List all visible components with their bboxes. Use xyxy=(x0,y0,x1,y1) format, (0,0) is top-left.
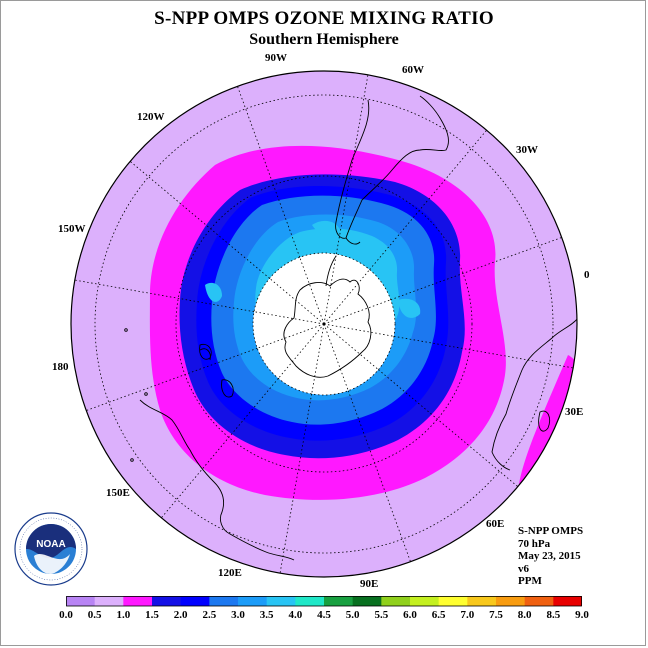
south-america-coast xyxy=(335,95,449,239)
lon-label-60e: 60E xyxy=(486,518,504,530)
lon-label-120w: 120W xyxy=(137,111,165,123)
coastlines xyxy=(124,95,577,561)
map-title: S-NPP OMPS OZONE MIXING RATIO xyxy=(154,8,494,29)
lon-label-30w: 30W xyxy=(516,144,538,156)
colorbar-tick-label: 7.5 xyxy=(489,609,503,621)
info-version: v6 xyxy=(518,562,529,575)
ozone-band-1-0-east xyxy=(518,355,577,490)
info-units: PPM xyxy=(518,575,542,587)
south-pole-marker xyxy=(322,322,326,326)
colorbar-swatch xyxy=(238,596,268,606)
colorbar-tick-label: 0.0 xyxy=(59,609,73,621)
colorbar-swatch xyxy=(438,596,468,606)
colorbar-swatch xyxy=(496,596,526,606)
colorbar-tick-label: 4.0 xyxy=(288,609,303,621)
colorbar-tick-label: 6.5 xyxy=(431,609,446,621)
lon-label-90w: 90W xyxy=(265,52,287,64)
colorbar-swatch xyxy=(209,596,239,606)
colorbar-border xyxy=(66,596,582,607)
colorbar-swatch xyxy=(94,596,124,606)
lon-label-150w: 150W xyxy=(58,223,86,235)
noaa-logo: NOAA xyxy=(14,512,88,586)
colorbar-swatch xyxy=(66,596,96,606)
colorbar-swatch xyxy=(410,596,440,606)
longitude-labels: 0 30W 60W 90W 120W 150W 180 150E 120E 90… xyxy=(52,52,590,590)
colorbar-tick-label: 7.0 xyxy=(460,609,475,621)
colorbar-swatch xyxy=(524,596,554,606)
colorbar-tick-label: 0.5 xyxy=(87,609,102,621)
map-boundary xyxy=(70,70,578,578)
colorbar-swatch xyxy=(352,596,382,606)
colorbar-tick-label: 8.5 xyxy=(546,609,561,621)
colorbar-tick-label: 2.0 xyxy=(173,609,188,621)
colorbar-swatch xyxy=(266,596,296,606)
lon-label-120e: 120E xyxy=(218,567,242,579)
colorbar-tick-label: 3.0 xyxy=(231,609,245,621)
info-date: May 23, 2015 xyxy=(518,550,581,562)
ozone-patch-3-5-c xyxy=(398,298,421,318)
colorbar-tick-label: 1.0 xyxy=(116,609,131,621)
colorbar-tick-label: 4.5 xyxy=(317,609,331,621)
lon-label-0: 0 xyxy=(584,269,590,281)
polar-stereographic-map: 0 30W 60W 90W 120W 150W 180 150E 120E 90… xyxy=(52,52,590,590)
madagascar-coast xyxy=(538,410,551,432)
colorbar-swatch xyxy=(467,596,497,606)
colorbar-swatch xyxy=(553,596,582,606)
latitude-grid xyxy=(94,94,554,554)
lon-label-90e: 90E xyxy=(360,578,378,590)
noaa-logo-text: NOAA xyxy=(36,539,65,550)
data-info-block: S-NPP OMPS 70 hPa May 23, 2015 v6 PPM xyxy=(518,525,583,588)
africa-coast xyxy=(491,317,577,471)
lon-label-30e: 30E xyxy=(565,406,583,418)
colorbar-tick-label: 6.0 xyxy=(403,609,417,621)
colorbar-ticks: 0.0 0.5 1.0 1.5 2.0 2.5 3.0 3.5 4.0 4.5 5.0 5.5 6.0 6… xyxy=(0,609,648,623)
colorbar-tick-label: 2.5 xyxy=(202,609,217,621)
lon-label-180: 180 xyxy=(52,361,69,373)
map-subtitle: Southern Hemisphere xyxy=(249,31,399,48)
colorbar-swatch xyxy=(152,596,182,606)
colorbar-swatch xyxy=(295,596,325,606)
info-instrument: S-NPP OMPS xyxy=(518,525,584,537)
colorbar-swatch xyxy=(180,596,210,606)
lon-label-150e: 150E xyxy=(106,487,130,499)
ozone-patch-3-5-a xyxy=(312,220,340,236)
colorbar-tick-label: 1.5 xyxy=(145,609,159,621)
lon-label-60w: 60W xyxy=(402,64,424,76)
antarctica-coast xyxy=(283,278,372,378)
colorbar-tick-label: 3.5 xyxy=(259,609,274,621)
new-zealand-coast xyxy=(199,343,212,360)
colorbar-tick-label: 9.0 xyxy=(575,609,589,621)
colorbar-swatch xyxy=(381,596,411,606)
colorbar-swatch xyxy=(123,596,153,606)
colorbar-tick-label: 8.0 xyxy=(517,609,532,621)
colorbar xyxy=(66,596,582,607)
australia-coast xyxy=(139,399,295,561)
colorbar-tick-label: 5.0 xyxy=(345,609,360,621)
ozone-patch-3-5-b xyxy=(205,282,222,302)
colorbar-swatch xyxy=(324,596,354,606)
colorbar-tick-label: 5.5 xyxy=(374,609,389,621)
info-level: 70 hPa xyxy=(518,537,551,550)
